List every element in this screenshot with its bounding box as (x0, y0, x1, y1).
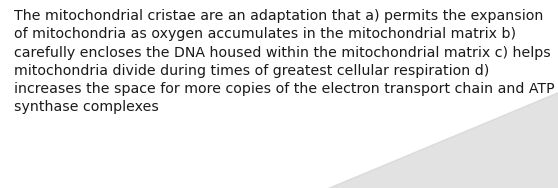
Text: The mitochondrial cristae are an adaptation that a) permits the expansion of mit: The mitochondrial cristae are an adaptat… (14, 9, 555, 114)
Polygon shape (323, 90, 558, 188)
